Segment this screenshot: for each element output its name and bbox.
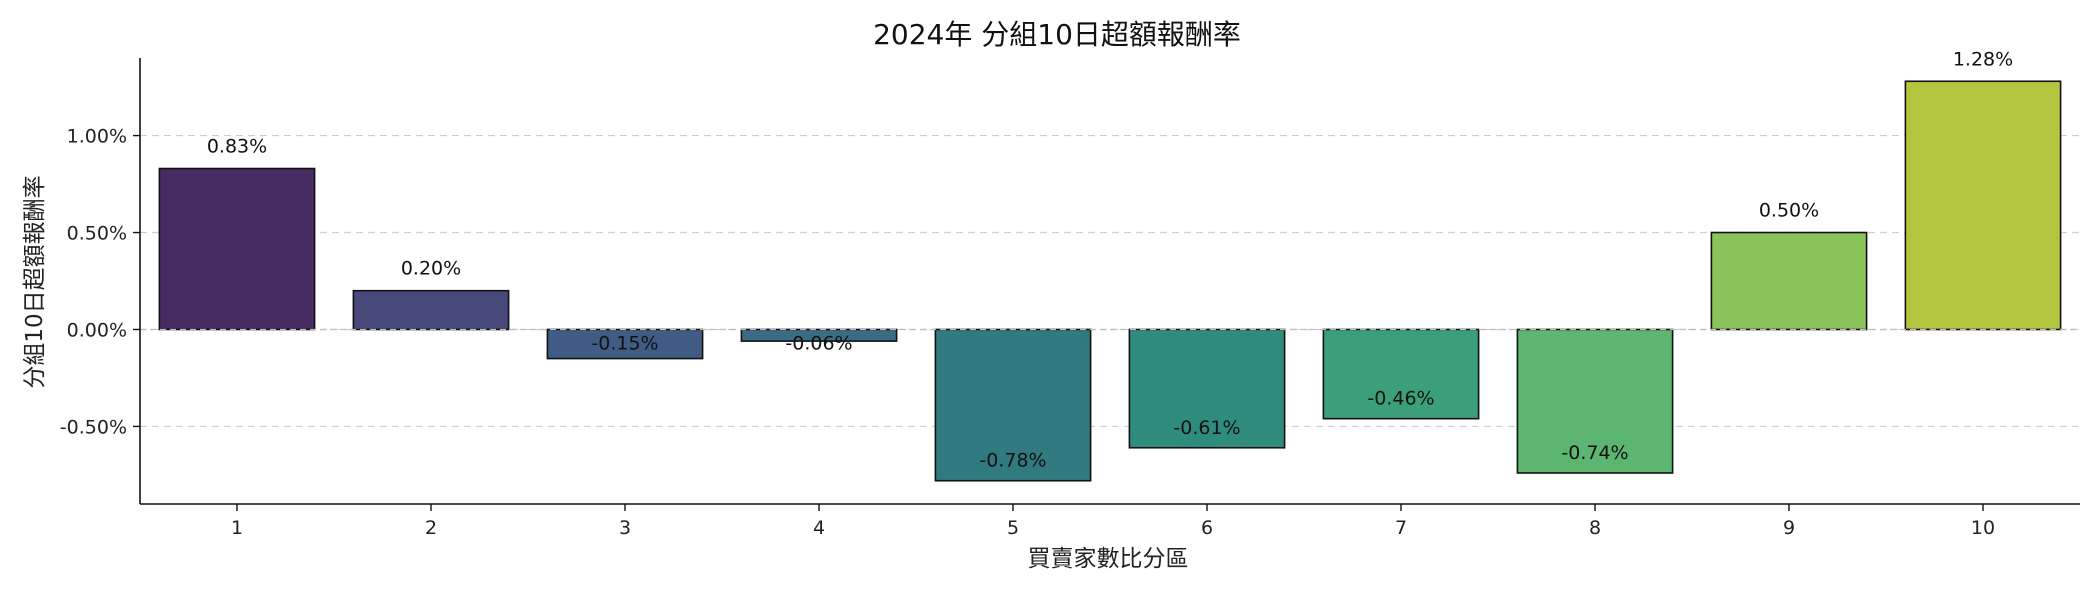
bar-4 xyxy=(740,328,898,342)
y-axis-title: 分組10日超額報酬率 xyxy=(22,175,48,388)
bar-10 xyxy=(1904,80,2062,331)
y-tick-label: 1.00% xyxy=(67,126,127,148)
x-tick-label: 7 xyxy=(1395,517,1407,539)
x-tick-label: 1 xyxy=(231,517,243,539)
bar-value-label-9: 0.50% xyxy=(1759,200,1819,222)
bar-value-label-4: -0.06% xyxy=(785,332,852,354)
x-ticks: 1 2 3 4 5 6 7 8 9 10 xyxy=(231,504,1995,539)
x-tick-label: 9 xyxy=(1783,517,1795,539)
bar-9 xyxy=(1710,231,1868,331)
bar-value-label-5: -0.78% xyxy=(979,450,1046,472)
x-tick-label: 8 xyxy=(1589,517,1601,539)
bar-6 xyxy=(1128,328,1286,449)
bar-value-labels: 0.83% 0.20% -0.15% -0.06% -0.78% -0.61% -0.46%… xyxy=(207,48,2013,471)
x-tick-label: 5 xyxy=(1007,517,1019,539)
bar-7 xyxy=(1322,328,1480,420)
bar-value-label-3: -0.15% xyxy=(591,332,658,354)
x-axis-title: 買賣家數比分區 xyxy=(1028,546,1189,572)
bar-value-label-1: 0.83% xyxy=(207,136,267,158)
bar-2 xyxy=(352,289,510,331)
bar-value-label-2: 0.20% xyxy=(401,258,461,280)
x-tick-label: 3 xyxy=(619,517,631,539)
y-tick-label: 0.00% xyxy=(67,319,127,341)
x-tick-label: 4 xyxy=(813,517,825,539)
y-tick-label: 0.50% xyxy=(67,223,127,245)
bar-value-label-10: 1.28% xyxy=(1953,48,2013,70)
x-tick-label: 6 xyxy=(1201,517,1213,539)
bar-5 xyxy=(934,328,1092,482)
x-tick-label: 10 xyxy=(1971,517,1995,539)
chart-title: 2024年 分組10日超額報酬率 xyxy=(873,18,1241,51)
bars xyxy=(158,80,2062,482)
bar-1 xyxy=(158,167,316,331)
bar-3 xyxy=(546,328,704,360)
bar-value-label-7: -0.46% xyxy=(1367,388,1434,410)
x-tick-label: 2 xyxy=(425,517,437,539)
y-ticks: -0.50% 0.00% 0.50% 1.00% xyxy=(60,126,140,438)
bar-value-label-6: -0.61% xyxy=(1173,417,1240,439)
y-tick-label: -0.50% xyxy=(60,416,127,438)
bar-value-label-8: -0.74% xyxy=(1561,442,1628,464)
axes xyxy=(139,58,2080,505)
